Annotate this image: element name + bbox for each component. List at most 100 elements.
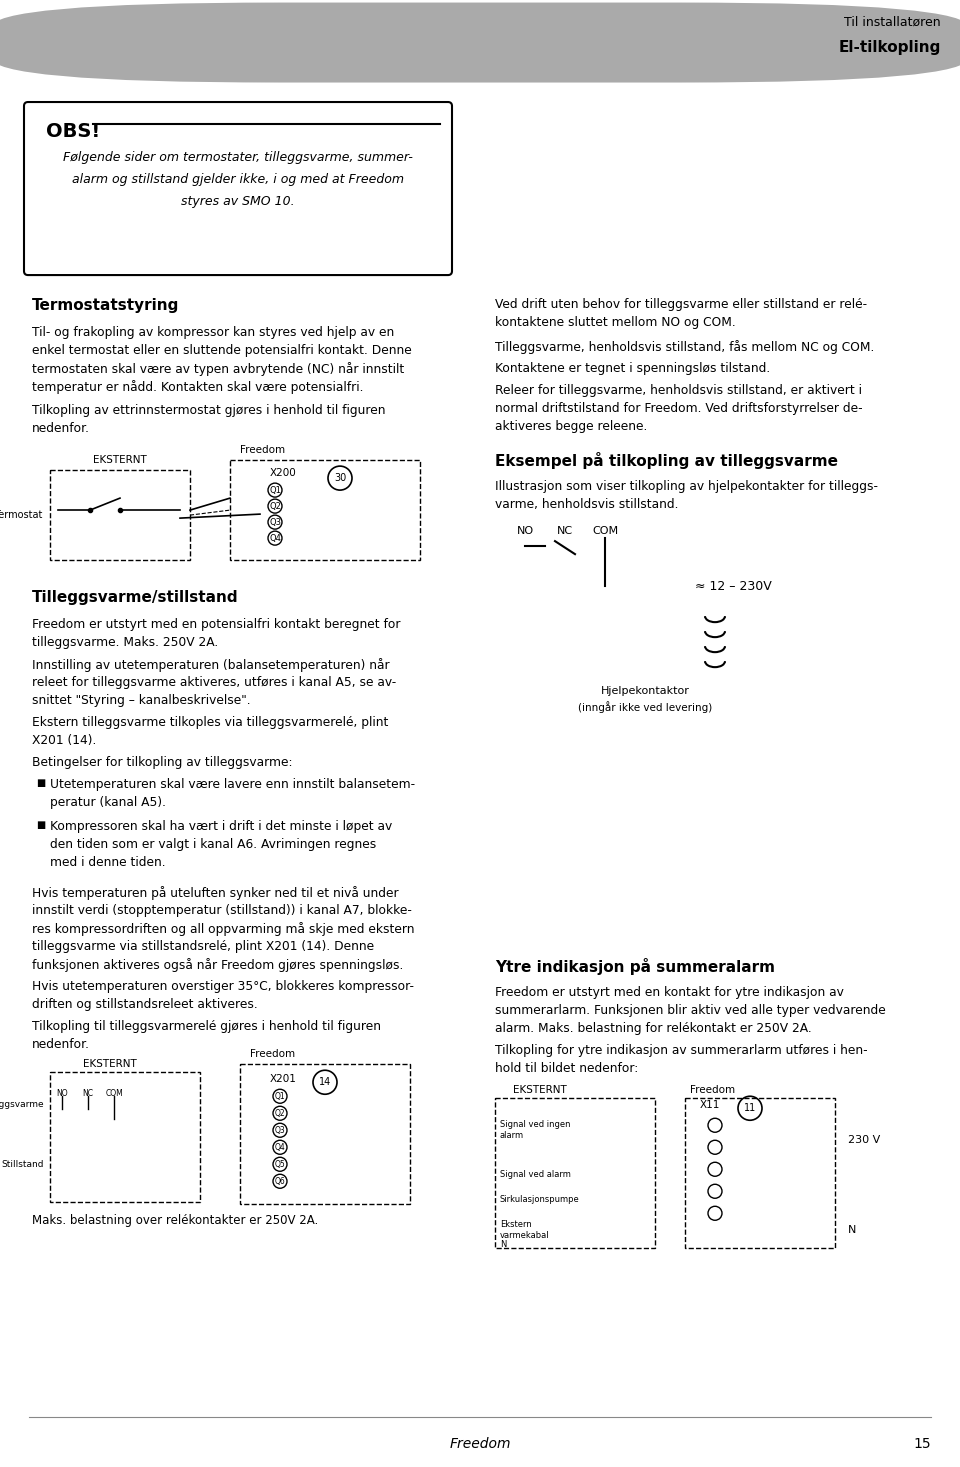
Text: Termostatstyring: Termostatstyring xyxy=(32,298,180,312)
Text: ■: ■ xyxy=(36,820,45,830)
Text: Freedom: Freedom xyxy=(449,1436,511,1451)
Text: Freedom er utstyrt med en kontakt for ytre indikasjon av: Freedom er utstyrt med en kontakt for yt… xyxy=(495,986,844,999)
Text: releet for tilleggsvarme aktiveres, utføres i kanal A5, se av-: releet for tilleggsvarme aktiveres, utfø… xyxy=(32,676,396,689)
Text: Tilleggsvarme/stillstand: Tilleggsvarme/stillstand xyxy=(32,590,239,604)
Text: Termostat: Termostat xyxy=(0,511,42,521)
Text: Q6: Q6 xyxy=(275,1177,285,1185)
Text: COM: COM xyxy=(592,527,618,535)
Text: Q1: Q1 xyxy=(269,486,281,494)
FancyBboxPatch shape xyxy=(24,103,452,276)
Text: Kompressoren skal ha vært i drift i det minste i løpet av: Kompressoren skal ha vært i drift i det … xyxy=(50,820,393,833)
Text: tilleggsvarme. Maks. 250V 2A.: tilleggsvarme. Maks. 250V 2A. xyxy=(32,637,218,648)
Text: Tilleggsvarme, henholdsvis stillstand, fås mellom NC og COM.: Tilleggsvarme, henholdsvis stillstand, f… xyxy=(495,340,875,354)
Text: Betingelser for tilkopling av tilleggsvarme:: Betingelser for tilkopling av tilleggsva… xyxy=(32,756,293,769)
Text: kontaktene sluttet mellom NO og COM.: kontaktene sluttet mellom NO og COM. xyxy=(495,315,735,329)
Circle shape xyxy=(328,467,352,490)
Text: N: N xyxy=(848,1225,856,1235)
Circle shape xyxy=(708,1140,722,1155)
Text: EKSTERNT: EKSTERNT xyxy=(84,1059,137,1069)
Text: 11: 11 xyxy=(744,1103,756,1113)
Text: alarm. Maks. belastning for relékontakt er 250V 2A.: alarm. Maks. belastning for relékontakt … xyxy=(495,1022,812,1036)
Text: (inngår ikke ved levering): (inngår ikke ved levering) xyxy=(578,701,712,713)
Text: Freedom: Freedom xyxy=(240,445,285,455)
Text: Q2: Q2 xyxy=(275,1109,285,1118)
Text: NC: NC xyxy=(83,1089,93,1099)
Text: Signal ved ingen
alarm: Signal ved ingen alarm xyxy=(500,1121,570,1140)
Circle shape xyxy=(268,515,282,530)
Circle shape xyxy=(268,499,282,513)
Text: res kompressordriften og all oppvarming må skje med ekstern: res kompressordriften og all oppvarming … xyxy=(32,923,415,936)
Text: Q3: Q3 xyxy=(269,518,281,527)
Text: Q1: Q1 xyxy=(275,1091,285,1100)
Text: Følgende sider om termostater, tilleggsvarme, summer-: Følgende sider om termostater, tilleggsv… xyxy=(63,151,413,164)
Text: NO: NO xyxy=(57,1089,68,1099)
Text: Ekstern tilleggsvarme tilkoples via tilleggsvarmerelé, plint: Ekstern tilleggsvarme tilkoples via till… xyxy=(32,716,389,729)
Circle shape xyxy=(273,1157,287,1171)
Text: Eksempel på tilkopling av tilleggsvarme: Eksempel på tilkopling av tilleggsvarme xyxy=(495,452,838,469)
Text: Q4: Q4 xyxy=(269,534,281,543)
Text: OBS!: OBS! xyxy=(46,122,100,141)
Circle shape xyxy=(738,1096,762,1121)
Text: EKSTERNT: EKSTERNT xyxy=(514,1086,566,1096)
Circle shape xyxy=(708,1118,722,1133)
Text: driften og stillstandsreleet aktiveres.: driften og stillstandsreleet aktiveres. xyxy=(32,998,257,1011)
Text: normal driftstilstand for Freedom. Ved driftsforstyrrelser de-: normal driftstilstand for Freedom. Ved d… xyxy=(495,402,863,415)
Text: Q5: Q5 xyxy=(275,1160,285,1169)
Text: ■: ■ xyxy=(36,778,45,788)
Circle shape xyxy=(708,1206,722,1221)
Text: N: N xyxy=(500,1240,506,1250)
Text: nedenfor.: nedenfor. xyxy=(32,422,90,436)
Text: nedenfor.: nedenfor. xyxy=(32,1039,90,1052)
Text: Innstilling av utetemperaturen (balansetemperaturen) når: Innstilling av utetemperaturen (balanset… xyxy=(32,659,390,672)
Text: Sirkulasjonspumpe: Sirkulasjonspumpe xyxy=(500,1196,580,1204)
Text: ≈ 12 – 230V: ≈ 12 – 230V xyxy=(695,579,772,593)
Text: NC: NC xyxy=(557,527,573,535)
Text: Hvis temperaturen på uteluften synker ned til et nivå under: Hvis temperaturen på uteluften synker ne… xyxy=(32,886,398,901)
Text: X201: X201 xyxy=(270,1074,297,1084)
Text: med i denne tiden.: med i denne tiden. xyxy=(50,857,166,868)
Circle shape xyxy=(708,1162,722,1177)
Text: Tilkopling av ettrinnstermostat gjøres i henhold til figuren: Tilkopling av ettrinnstermostat gjøres i… xyxy=(32,403,386,417)
Text: Q2: Q2 xyxy=(269,502,281,511)
Text: Maks. belastning over relékontakter er 250V 2A.: Maks. belastning over relékontakter er 2… xyxy=(32,1215,319,1228)
Text: funksjonen aktiveres også når Freedom gjøres spenningsløs.: funksjonen aktiveres også når Freedom gj… xyxy=(32,958,403,973)
Text: enkel termostat eller en sluttende potensialfri kontakt. Denne: enkel termostat eller en sluttende poten… xyxy=(32,345,412,356)
Text: Releer for tilleggsvarme, henholdsvis stillstand, er aktivert i: Releer for tilleggsvarme, henholdsvis st… xyxy=(495,384,862,398)
Circle shape xyxy=(268,483,282,497)
Text: X200: X200 xyxy=(270,468,297,478)
Text: El-tilkopling: El-tilkopling xyxy=(838,40,941,56)
FancyBboxPatch shape xyxy=(0,3,960,82)
Text: termostaten skal være av typen avbrytende (NC) når innstilt: termostaten skal være av typen avbrytend… xyxy=(32,362,404,376)
Text: Kontaktene er tegnet i spenningsløs tilstand.: Kontaktene er tegnet i spenningsløs tils… xyxy=(495,362,770,376)
Text: Tilkopling for ytre indikasjon av summerarlarm utføres i hen-: Tilkopling for ytre indikasjon av summer… xyxy=(495,1045,868,1058)
Text: Ved drift uten behov for tilleggsvarme eller stillstand er relé-: Ved drift uten behov for tilleggsvarme e… xyxy=(495,298,867,311)
Text: den tiden som er valgt i kanal A6. Avrimingen regnes: den tiden som er valgt i kanal A6. Avrim… xyxy=(50,838,376,851)
Text: snittet "Styring – kanalbeskrivelse".: snittet "Styring – kanalbeskrivelse". xyxy=(32,694,251,707)
Circle shape xyxy=(273,1140,287,1155)
Text: Freedom: Freedom xyxy=(690,1086,735,1096)
Text: aktiveres begge releene.: aktiveres begge releene. xyxy=(495,420,647,433)
Text: peratur (kanal A5).: peratur (kanal A5). xyxy=(50,797,166,810)
Text: tilleggsvarme via stillstandsrelé, plint X201 (14). Denne: tilleggsvarme via stillstandsrelé, plint… xyxy=(32,940,374,954)
Text: Q4: Q4 xyxy=(275,1143,285,1152)
Text: alarm og stillstand gjelder ikke, i og med at Freedom: alarm og stillstand gjelder ikke, i og m… xyxy=(72,173,404,186)
Text: hold til bildet nedenfor:: hold til bildet nedenfor: xyxy=(495,1062,638,1075)
Text: 15: 15 xyxy=(914,1436,931,1451)
Text: Hvis utetemperaturen overstiger 35°C, blokkeres kompressor-: Hvis utetemperaturen overstiger 35°C, bl… xyxy=(32,980,414,993)
Text: 14: 14 xyxy=(319,1077,331,1087)
Text: X11: X11 xyxy=(700,1100,720,1111)
Text: Tilleggsvarme: Tilleggsvarme xyxy=(0,1100,44,1109)
Text: NO: NO xyxy=(516,527,534,535)
Text: Freedom er utstyrt med en potensialfri kontakt beregnet for: Freedom er utstyrt med en potensialfri k… xyxy=(32,618,400,631)
Text: Freedom: Freedom xyxy=(250,1049,295,1059)
Text: COM: COM xyxy=(106,1089,123,1099)
Circle shape xyxy=(708,1184,722,1199)
Circle shape xyxy=(273,1089,287,1103)
Text: Ytre indikasjon på summeralarm: Ytre indikasjon på summeralarm xyxy=(495,958,775,976)
Circle shape xyxy=(313,1071,337,1094)
Text: innstilt verdi (stopptemperatur (stillstand)) i kanal A7, blokke-: innstilt verdi (stopptemperatur (stillst… xyxy=(32,904,412,917)
Text: Stillstand: Stillstand xyxy=(2,1160,44,1169)
Text: Til installatøren: Til installatøren xyxy=(844,15,941,28)
Text: styres av SMO 10.: styres av SMO 10. xyxy=(181,195,295,208)
Circle shape xyxy=(273,1106,287,1121)
